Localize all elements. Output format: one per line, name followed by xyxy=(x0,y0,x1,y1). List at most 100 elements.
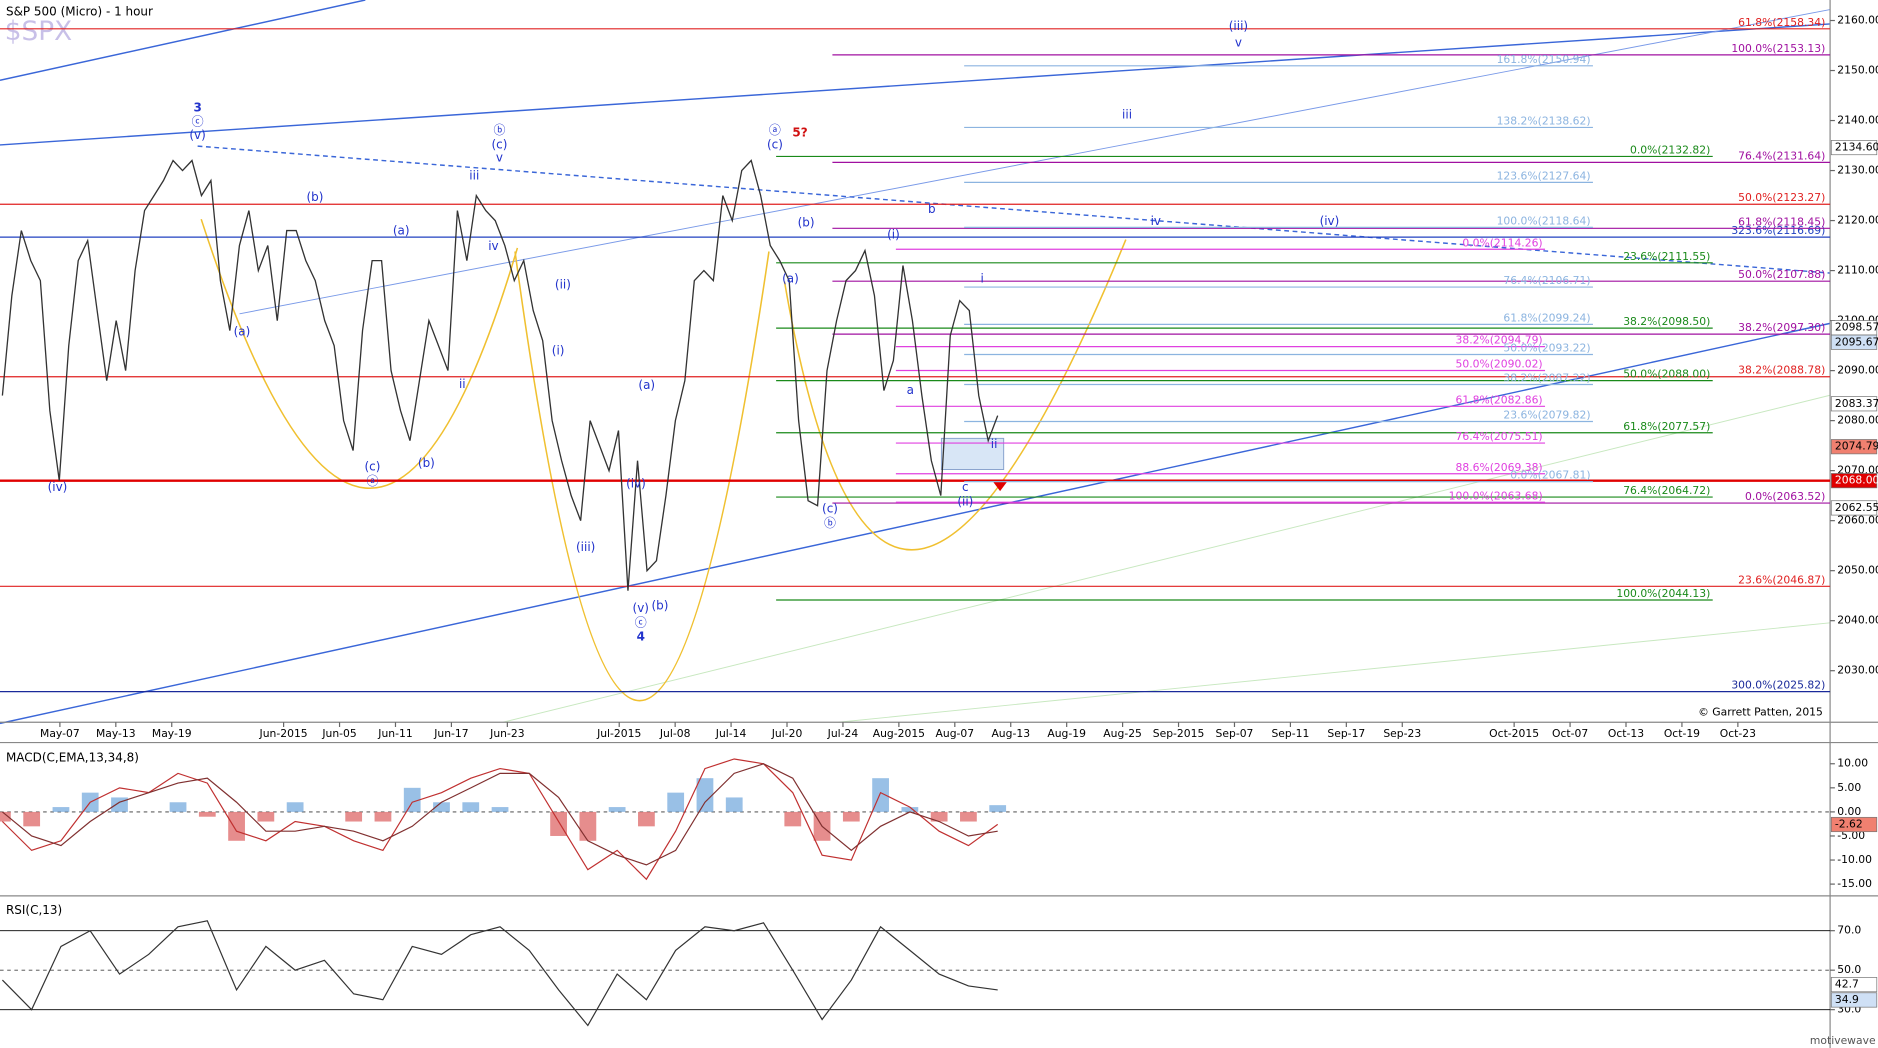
macd-line xyxy=(1,758,999,881)
wave-label: (ii) xyxy=(957,494,973,508)
histogram-bar xyxy=(638,811,655,827)
x-tick-label: Aug-19 xyxy=(1047,727,1086,740)
price-marker-label: 34.9 xyxy=(1835,993,1859,1006)
y-tick-label: 10.00 xyxy=(1837,757,1868,770)
y-tick-label: -15.00 xyxy=(1837,877,1872,890)
fib-label: 50.0%(2090.02) xyxy=(1456,358,1543,371)
wave-label: (b) xyxy=(307,190,324,204)
wave-label: iii xyxy=(1122,107,1132,121)
wave-label: i xyxy=(980,272,983,286)
x-tick-label: Jul-24 xyxy=(827,727,859,740)
fib-label: 0.0%(2114.26) xyxy=(1462,236,1542,249)
channel-line xyxy=(239,9,1831,315)
trend-line xyxy=(0,322,1831,725)
x-tick-label: Jul-14 xyxy=(715,727,747,740)
histogram-bar xyxy=(960,811,977,822)
histogram-bar xyxy=(491,807,509,812)
fib-label: 50.0%(2088.00) xyxy=(1623,368,1710,381)
fib-label: 38.2%(2098.50) xyxy=(1623,315,1710,328)
y-tick-label: 50.0 xyxy=(1837,963,1861,976)
price-marker xyxy=(1830,992,1878,1008)
price-marker-label: 2074.79 xyxy=(1835,440,1878,453)
down-arrow xyxy=(992,481,1008,492)
wave-label: iii xyxy=(469,169,479,183)
wave-label: (iv) xyxy=(48,480,68,494)
histogram-bar xyxy=(198,811,216,817)
price-marker-label: 2068.00 xyxy=(1835,474,1878,487)
price-marker xyxy=(1830,140,1878,156)
histogram-bar xyxy=(608,807,626,812)
y-tick-label: 2150.00 xyxy=(1837,64,1878,77)
wave-label: ⓒ xyxy=(192,115,204,129)
fib-label: 50.0%(2093.22) xyxy=(1503,342,1590,355)
arc xyxy=(783,239,1127,551)
wave-label: (c) xyxy=(365,460,381,474)
wave-label: (iv) xyxy=(1320,214,1340,228)
fib-label: 0.0%(2063.52) xyxy=(1745,490,1825,503)
x-tick-label: Jun-17 xyxy=(433,727,468,740)
wave-label: ii xyxy=(459,377,466,391)
fib-label: 0.0%(2132.82) xyxy=(1630,143,1710,156)
brand: motivewave xyxy=(1810,1034,1876,1047)
histogram-bar xyxy=(930,811,948,822)
y-tick-label: 2110.00 xyxy=(1837,264,1878,277)
fib-label: 323.6%(2116.69) xyxy=(1731,224,1825,237)
wave-label: (c) xyxy=(822,502,838,516)
copyright: © Garrett Patten, 2015 xyxy=(1698,706,1823,719)
panel-title: RSI(C,13) xyxy=(6,903,62,917)
fib-label: 38.2%(2088.78) xyxy=(1738,364,1825,377)
fib-label: 100.0%(2153.13) xyxy=(1731,42,1825,55)
x-tick-label: May-07 xyxy=(40,727,80,740)
y-tick-label: 2160.00 xyxy=(1837,14,1878,27)
histogram-bar xyxy=(403,787,421,812)
y-tick-label: 2120.00 xyxy=(1837,214,1878,227)
price-marker xyxy=(1830,396,1878,412)
histogram-bar xyxy=(111,797,128,812)
histogram-bar xyxy=(23,811,41,827)
wave-label: (c) xyxy=(767,137,783,151)
wave-label: (b) xyxy=(798,215,815,229)
fib-label: 100.0%(2118.64) xyxy=(1497,214,1591,227)
histogram-bar xyxy=(901,807,919,812)
x-tick-label: Oct-2015 xyxy=(1489,727,1539,740)
arc xyxy=(200,218,519,490)
wave-label: ⓒ xyxy=(635,615,647,629)
fib-label: 61.8%(2082.86) xyxy=(1456,393,1543,406)
fib-label: 38.2%(2087.22) xyxy=(1503,372,1590,385)
price-marker xyxy=(1830,500,1878,516)
histogram-bar xyxy=(725,797,743,812)
histogram-bar xyxy=(433,802,450,812)
symbol-watermark: $SPX xyxy=(5,17,72,47)
fib-label: 300.0%(2025.82) xyxy=(1731,679,1825,692)
fib-label: 100.0%(2044.13) xyxy=(1616,587,1710,600)
wave-label: (ii) xyxy=(555,278,571,292)
x-tick-label: Sep-23 xyxy=(1383,727,1421,740)
y-tick-label: 5.00 xyxy=(1837,781,1861,794)
fib-label: 76.4%(2075.51) xyxy=(1456,430,1543,443)
fib-label: 23.6%(2111.55) xyxy=(1623,250,1710,263)
y-tick-label: 2130.00 xyxy=(1837,164,1878,177)
wave-label: ⓑ xyxy=(824,516,836,530)
y-tick-label: 2090.00 xyxy=(1837,364,1878,377)
wave-label: (b) xyxy=(418,456,435,470)
y-tick-label: 2040.00 xyxy=(1837,614,1878,627)
y-tick-label: 2140.00 xyxy=(1837,114,1878,127)
fib-label: 76.4%(2064.72) xyxy=(1623,484,1710,497)
x-tick-label: Aug-25 xyxy=(1103,727,1142,740)
fib-label: 61.8%(2077.57) xyxy=(1623,420,1710,433)
price-marker xyxy=(1830,439,1878,455)
y-tick-label: 2060.00 xyxy=(1837,514,1878,527)
wave-label: (c) xyxy=(491,137,507,151)
signal-line xyxy=(2,763,998,866)
x-tick-label: Oct-07 xyxy=(1552,727,1588,740)
x-tick-label: May-19 xyxy=(152,727,192,740)
histogram-bar xyxy=(52,807,70,812)
wave-label: (b) xyxy=(651,599,668,613)
channel-line xyxy=(502,394,1831,723)
wave-label: (iii) xyxy=(576,540,595,554)
wave-label: (iii) xyxy=(1229,19,1248,33)
wave-label: (a) xyxy=(393,224,410,238)
x-tick-label: May-13 xyxy=(96,727,136,740)
